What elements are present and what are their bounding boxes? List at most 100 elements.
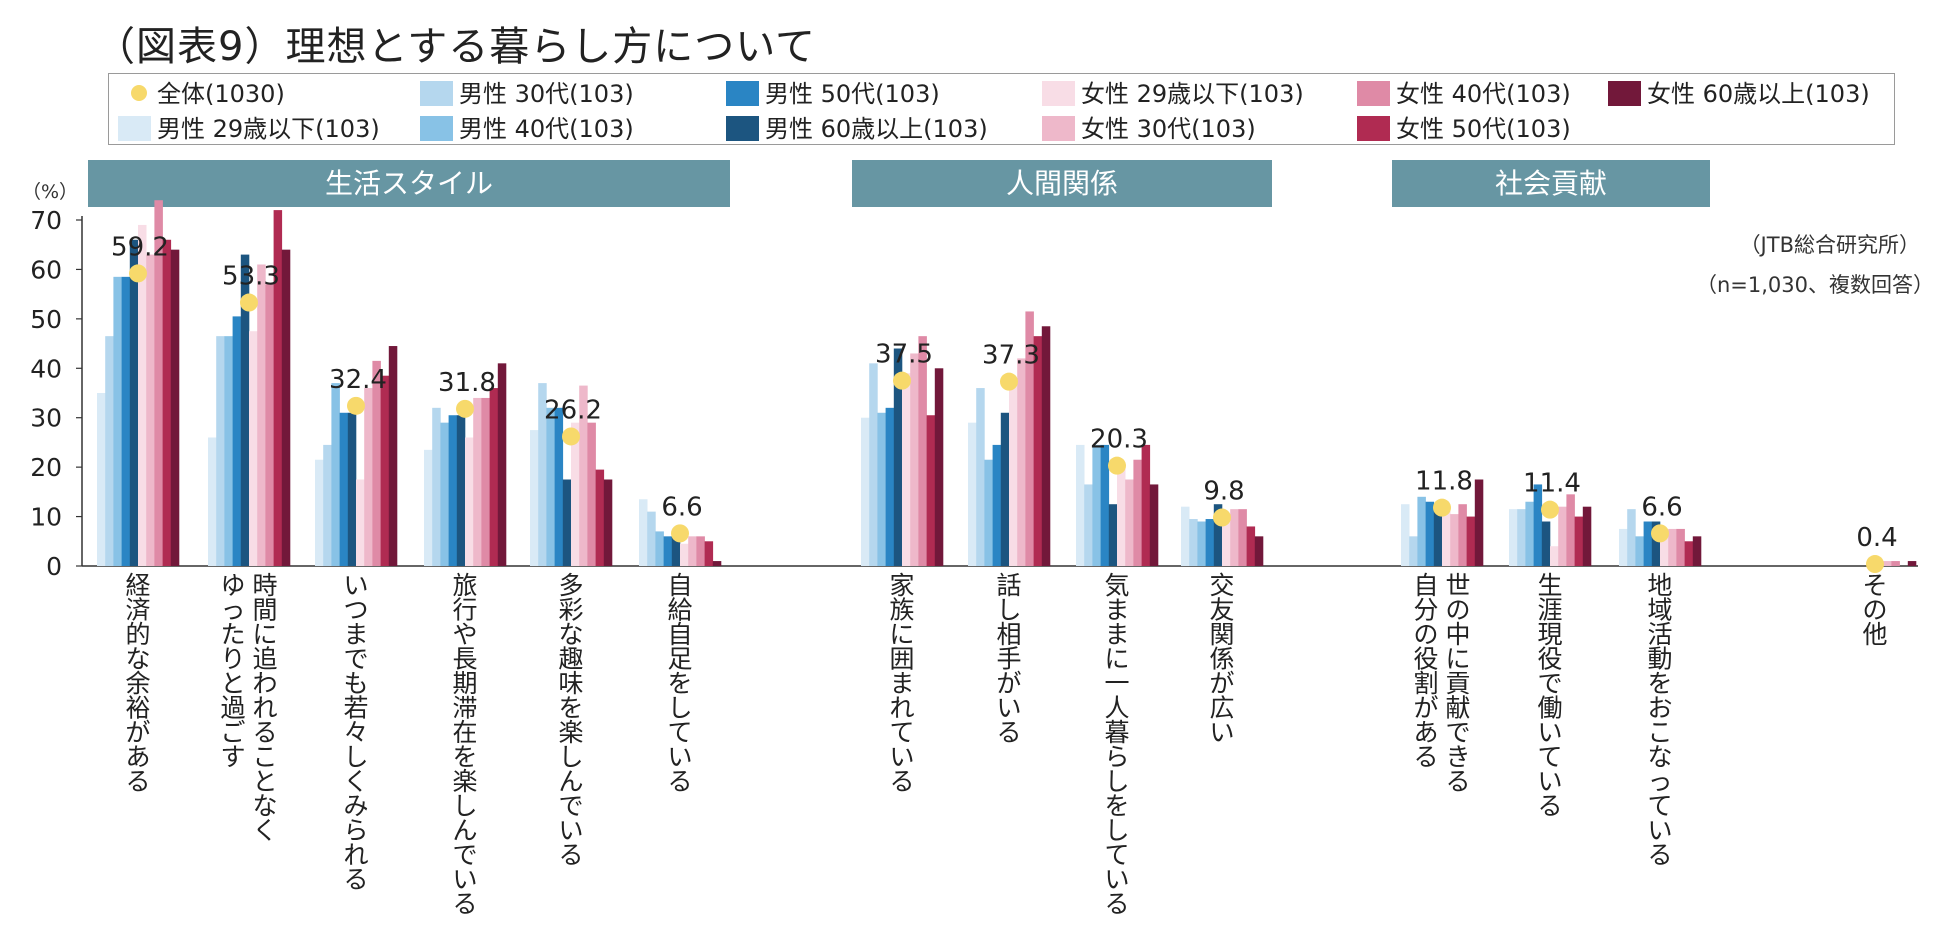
bar (1246, 526, 1256, 566)
bar (1660, 533, 1669, 566)
bar (154, 200, 163, 567)
bar (1133, 459, 1142, 566)
category-label-char: 彩 (558, 596, 583, 625)
bar (1009, 378, 1018, 566)
bar (1907, 561, 1917, 566)
category-label-char: 域 (1647, 596, 1672, 625)
bar (861, 417, 870, 566)
category-label-column: 地域活動をおこなっている (1647, 571, 1672, 870)
bar (1643, 521, 1653, 566)
bar (323, 444, 332, 566)
overall-value-label: 32.4 (329, 365, 387, 395)
overall-value-label: 31.8 (438, 368, 496, 398)
category-label-char: 役 (1413, 645, 1438, 674)
bar (489, 388, 499, 566)
bar (976, 388, 985, 566)
bar (1000, 412, 1010, 566)
bar (655, 531, 664, 566)
bar (440, 422, 449, 566)
bar (1092, 444, 1101, 566)
category-label-char: 過 (220, 694, 245, 723)
section-header-bar (1392, 160, 1710, 207)
legend-label: 全体(1030) (157, 80, 285, 108)
bar (671, 533, 681, 566)
category-label-char: き (1445, 743, 1470, 772)
bar (984, 459, 993, 566)
y-tick-label: 60 (30, 255, 62, 284)
overall-marker (240, 293, 258, 312)
legend-swatch (726, 116, 759, 141)
category-label-char: ま (343, 620, 368, 649)
category-label-char: 気 (1104, 571, 1129, 600)
category-label-char: な (125, 645, 150, 674)
category-label-char: る (125, 767, 150, 796)
bar (1141, 444, 1151, 566)
legend-swatch (1042, 81, 1075, 106)
bar (704, 541, 714, 566)
y-tick-label: 70 (30, 206, 62, 235)
category-label-char: な (1647, 743, 1672, 772)
category-label-char: る (996, 718, 1021, 747)
bar (1566, 494, 1575, 566)
bar (1025, 311, 1034, 566)
overall-marker (347, 396, 365, 415)
legend-item: 女性 29歳以下(103) (1042, 80, 1304, 108)
category-label-char: い (996, 694, 1021, 723)
bar (1417, 496, 1426, 566)
legend-label: 女性 30代(103) (1081, 115, 1256, 143)
category-label-char: る (1104, 890, 1129, 919)
category-label-char: で (1445, 718, 1470, 747)
legend-item: 男性 60歳以上(103) (726, 115, 988, 143)
legend-label: 男性 29歳以下(103) (157, 115, 380, 143)
category-label-char: 生 (1537, 571, 1562, 600)
overall-marker (1213, 508, 1231, 527)
bar (595, 469, 605, 566)
bar (315, 459, 324, 566)
overall-value-label: 20.3 (1090, 425, 1148, 455)
category-label-char: 相 (996, 620, 1021, 649)
legend-item: 女性 40代(103) (1357, 80, 1571, 108)
category-label-char: こ (1647, 718, 1672, 747)
category-label-char: ん (452, 816, 477, 845)
category-label-char: わ (252, 669, 277, 698)
bar (424, 449, 433, 566)
bar (1033, 336, 1043, 566)
bar (1517, 509, 1526, 566)
category-label-column: 話し相手がいる (996, 571, 1021, 747)
category-label-char: 献 (1445, 694, 1470, 723)
category-label-char: れ (343, 841, 368, 870)
bar (1181, 506, 1190, 566)
legend-swatch (726, 81, 759, 106)
overall-value-label: 37.5 (875, 340, 933, 370)
bar (281, 249, 291, 566)
y-tick-label: 10 (30, 503, 62, 532)
category-label-char: っ (1647, 767, 1672, 796)
category-label-char: 楽 (558, 718, 583, 747)
section-headers: 生活スタイル 人間関係 社会貢献 (88, 160, 1710, 207)
category-label-char: し (1104, 816, 1129, 845)
category-label-char: 役 (1537, 645, 1562, 674)
category-label-char: っ (220, 596, 245, 625)
bar (162, 239, 172, 566)
bar (1619, 528, 1628, 566)
category-label-char: つ (343, 596, 368, 625)
category-label-char: が (125, 718, 150, 747)
category-label: 自給自足をしている (667, 571, 692, 796)
overall-value-label: 11.8 (1415, 467, 1473, 497)
category-label-char: 間 (252, 596, 277, 625)
category-label-char: 味 (558, 669, 583, 698)
category-label-char: る (1647, 841, 1672, 870)
legend-marker (131, 85, 147, 101)
section-header-bar (88, 160, 730, 207)
overall-marker (1541, 500, 1559, 519)
category-label-char: 給 (667, 596, 692, 625)
bar (129, 239, 139, 566)
category-label-char: あ (1413, 718, 1438, 747)
category-label-char: に (252, 620, 277, 649)
bar (356, 479, 365, 566)
bar (1891, 561, 1900, 566)
category-label-char: 族 (889, 596, 914, 625)
bar (1450, 514, 1459, 566)
category-label-char: ら (1104, 743, 1129, 772)
category-label-char: ゆ (220, 571, 245, 600)
